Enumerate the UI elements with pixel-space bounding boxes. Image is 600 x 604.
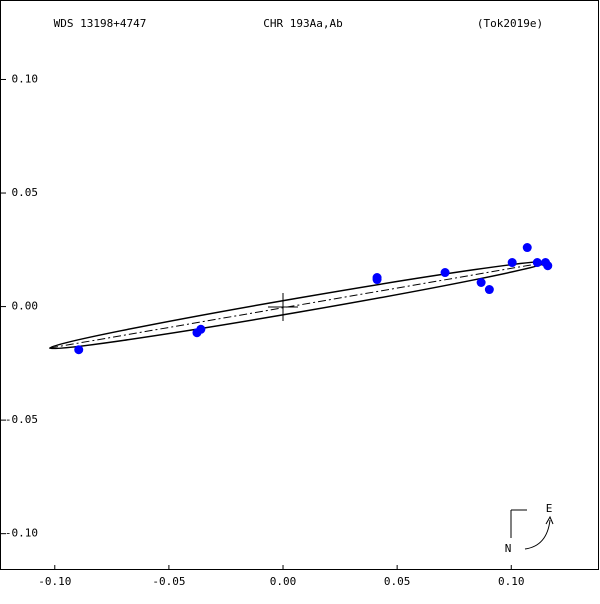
measurement-point: [484, 285, 494, 295]
y-tick-label: 0.00: [12, 300, 39, 313]
header-center: CHR 193Aa,Ab: [263, 17, 342, 30]
measurement-point: [196, 324, 206, 334]
measurement-point: [522, 243, 532, 253]
y-tick-label: -0.10: [5, 527, 38, 540]
plot-frame: [0, 0, 599, 570]
measurement-point: [532, 258, 542, 268]
measurement-point: [74, 345, 84, 355]
y-tick-label: -0.05: [5, 413, 38, 426]
line-of-nodes: [49, 261, 549, 349]
x-tick-label: 0.05: [384, 575, 411, 588]
compass-east: E: [546, 502, 553, 515]
x-tick-label: 0.10: [498, 575, 525, 588]
header-left: WDS 13198+4747: [54, 17, 147, 30]
y-tick-label: 0.05: [12, 186, 39, 199]
measurement-point: [507, 258, 517, 268]
measurement-point: [476, 278, 486, 288]
compass: E N: [505, 502, 554, 555]
x-tick-label: 0.00: [270, 575, 297, 588]
header-right: (Tok2019e): [477, 17, 543, 30]
x-tick-label: -0.05: [152, 575, 185, 588]
measurement-point: [440, 268, 450, 278]
compass-north: N: [505, 542, 512, 555]
x-tick-label: -0.10: [38, 575, 71, 588]
y-tick-label: 0.10: [12, 72, 39, 85]
measurement-point: [543, 261, 553, 271]
measurement-point: [372, 273, 382, 283]
